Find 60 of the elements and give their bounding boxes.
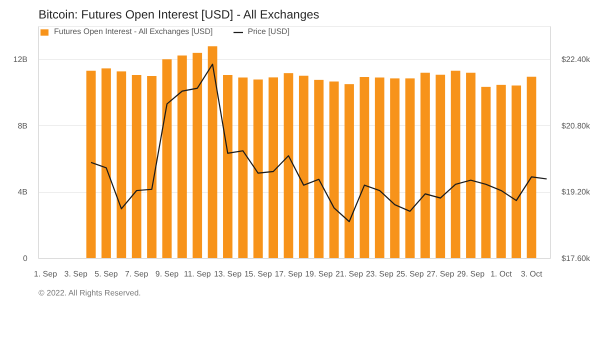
bar [253, 80, 263, 258]
bar [177, 56, 187, 258]
bar [298, 76, 308, 258]
x-tick-label: 21. Sep [335, 270, 364, 278]
x-tick-label: 11. Sep [184, 270, 212, 278]
bar [102, 68, 111, 258]
x-tick-label: 7. Sep [125, 270, 149, 278]
x-tick-label: 15. Sep [244, 270, 272, 278]
bar [344, 84, 354, 258]
x-tick-label: 27. Sep [426, 270, 455, 278]
x-tick-label: 1. Sep [34, 270, 58, 278]
y2-tick-label: $17.60k [562, 254, 591, 263]
y-tick-label: 8B [18, 121, 28, 130]
x-tick-label: 13. Sep [214, 270, 242, 278]
y2-tick-label: $22.40k [562, 55, 591, 64]
bar [466, 72, 476, 258]
bar [208, 46, 218, 258]
x-tick-label: 29. Sep [456, 270, 486, 278]
x-tick-label: 3. Sep [64, 270, 88, 278]
x-tick-label: 19. Sep [305, 270, 334, 278]
bar [147, 76, 156, 258]
y2-tick-label: $19.20k [562, 188, 591, 197]
bar [284, 73, 294, 258]
x-tick-label: 9. Sep [155, 270, 180, 278]
y-tick-label: 0 [23, 254, 28, 263]
x-tick-label: 1. Oct [490, 270, 513, 278]
legend-label: Price [USD] [248, 27, 290, 36]
bar [481, 86, 491, 258]
bar [436, 74, 446, 258]
bar [360, 77, 370, 258]
x-tick-label: 25. Sep [396, 270, 424, 278]
legend-label: Futures Open Interest - All Exchanges [USD] [54, 27, 213, 36]
bar [390, 78, 400, 258]
y-tick-label: 4B [18, 188, 28, 197]
bar [526, 76, 536, 258]
bar [405, 78, 415, 258]
bar [374, 78, 384, 258]
bar [450, 70, 460, 258]
bar [496, 84, 506, 258]
bar [329, 82, 339, 258]
bar [223, 75, 232, 258]
bar [268, 77, 278, 258]
line-series [90, 64, 548, 222]
bar [512, 85, 522, 258]
x-tick-label: 5. Sep [94, 270, 118, 278]
x-tick-label: 17. Sep [274, 270, 303, 278]
y-tick-label: 12B [13, 55, 28, 64]
y2-tick-label: $20.80k [562, 121, 591, 130]
bar [132, 75, 142, 258]
bar [162, 59, 172, 258]
bar [314, 80, 324, 258]
x-tick-label: 3. Oct [520, 270, 543, 278]
bar [238, 78, 248, 258]
text: © 2022. All Rights Reserved. [38, 288, 141, 298]
x-tick-label: 23. Sep [366, 270, 394, 278]
bar [420, 72, 430, 258]
bar [192, 52, 202, 258]
bar [86, 70, 96, 258]
bar [116, 71, 126, 258]
chart-title: Bitcoin: Futures Open Interest [USD] - All Exchanges [38, 8, 320, 22]
